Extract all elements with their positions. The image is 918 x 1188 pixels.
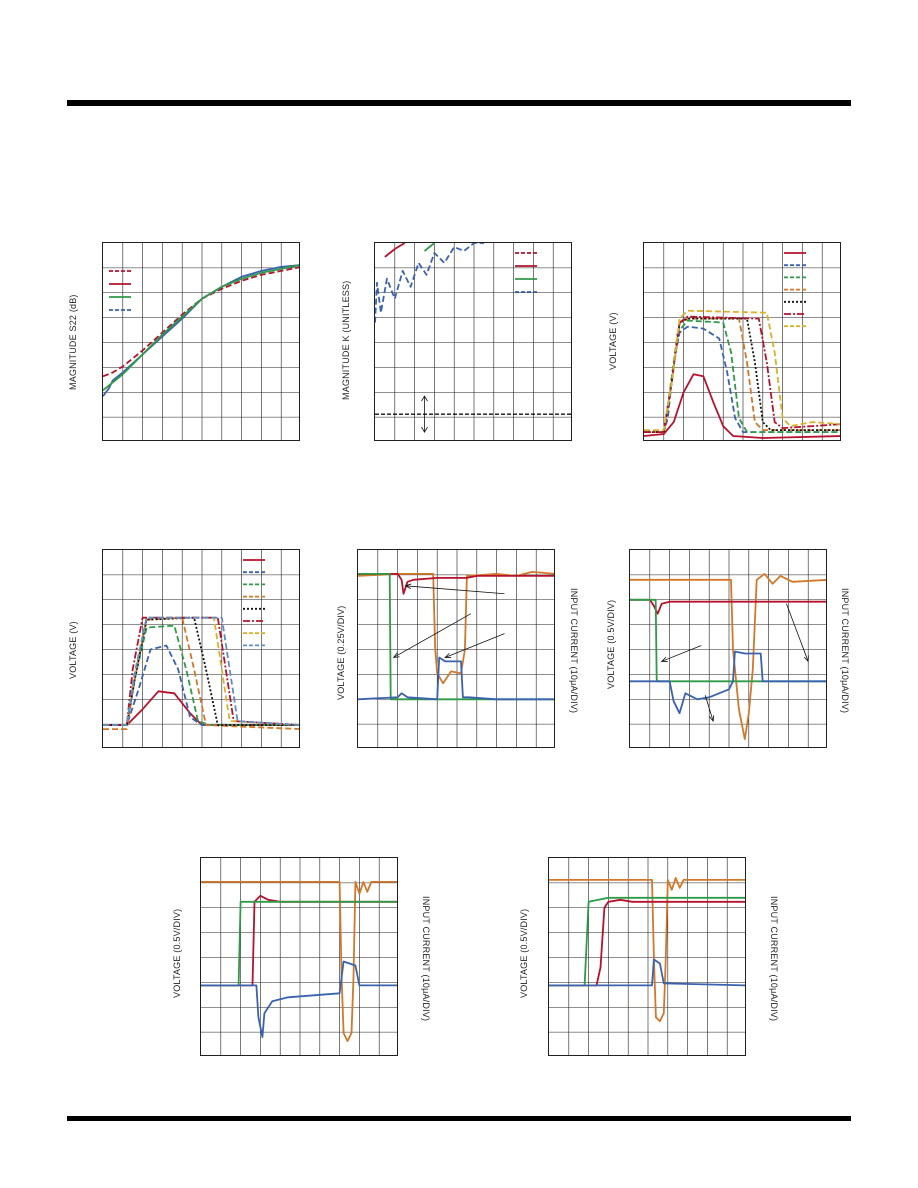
series-line-steel bbox=[103, 616, 299, 727]
chart-scope-b-plot bbox=[629, 549, 827, 748]
series-line-blue bbox=[358, 656, 554, 701]
chart-pulse-a-plot bbox=[643, 242, 841, 441]
annotation-arrowhead bbox=[803, 655, 809, 663]
series-line-blue bbox=[103, 644, 299, 727]
annotation-arrow bbox=[444, 633, 505, 658]
chart-scope-a-plot bbox=[357, 549, 555, 748]
chart-scope-b-y2label: INPUT CURRENT (10μA/DIV) bbox=[840, 588, 850, 714]
annotation-arrow bbox=[405, 585, 505, 595]
annotation-arrowhead bbox=[709, 715, 715, 723]
chart-scope-d-svg bbox=[549, 858, 745, 1055]
annotation-arrowhead bbox=[444, 652, 452, 658]
series-line-red bbox=[630, 598, 826, 615]
series-line-orange bbox=[549, 876, 745, 1023]
reference-arrowhead-down bbox=[421, 426, 428, 433]
series-line-green bbox=[358, 572, 554, 701]
series-line-red bbox=[384, 243, 406, 258]
chart-scope-d-y2label: INPUT CURRENT (10μA/DIV) bbox=[769, 896, 779, 1022]
series-line-green bbox=[423, 243, 435, 252]
series-line-blue bbox=[103, 264, 299, 397]
annotation-arrowhead bbox=[392, 652, 400, 658]
annotation-arrowhead bbox=[404, 583, 412, 589]
chart-scope-a-ylabel: VOLTAGE (0.25V/DIV) bbox=[336, 605, 346, 701]
chart-scope-b-svg bbox=[630, 550, 826, 747]
chart-pulse-a-ylabel: VOLTAGE (V) bbox=[608, 312, 618, 370]
series-line-green bbox=[549, 896, 745, 987]
chart-pulse-b-svg bbox=[103, 550, 299, 747]
chart-pulse-b-plot bbox=[102, 549, 300, 748]
series-line-orange bbox=[630, 572, 826, 741]
top-rule bbox=[67, 100, 851, 106]
series-line-blue bbox=[201, 960, 397, 1039]
annotation-arrow bbox=[393, 613, 472, 658]
chart-scope-a-svg bbox=[358, 550, 554, 747]
series-line-red bbox=[644, 373, 840, 439]
chart-kfactor-ylabel: MAGNITUDE K (UNITLESS) bbox=[341, 280, 351, 400]
annotation-arrow bbox=[661, 645, 702, 662]
series-line-green bbox=[630, 598, 826, 683]
chart-s22-svg bbox=[103, 243, 299, 440]
series-line-red bbox=[103, 266, 299, 378]
chart-scope-c-svg bbox=[201, 858, 397, 1055]
series-line-orange bbox=[201, 880, 397, 1043]
reference-arrowhead-up bbox=[421, 395, 428, 402]
series-line-red bbox=[644, 315, 840, 434]
chart-scope-c-ylabel: VOLTAGE (0.5V/DIV) bbox=[172, 908, 182, 998]
annotation-arrow bbox=[786, 603, 809, 662]
chart-scope-c-plot bbox=[200, 857, 398, 1056]
bottom-rule bbox=[67, 1116, 851, 1121]
series-line-blue bbox=[549, 958, 745, 987]
series-line-green bbox=[201, 900, 397, 987]
chart-scope-b-ylabel: VOLTAGE (0.5V/DIV) bbox=[606, 599, 616, 689]
chart-kfactor-svg bbox=[375, 243, 571, 440]
chart-scope-c-y2label: INPUT CURRENT (10μA/DIV) bbox=[421, 896, 431, 1022]
series-line-blue bbox=[375, 243, 484, 323]
chart-pulse-a-svg bbox=[644, 243, 840, 440]
series-line-red bbox=[201, 894, 397, 987]
chart-kfactor-plot bbox=[374, 242, 572, 441]
series-line-orange bbox=[358, 570, 554, 685]
series-line-blue bbox=[630, 650, 826, 715]
chart-pulse-b-ylabel: VOLTAGE (V) bbox=[68, 621, 78, 679]
annotation-arrowhead bbox=[660, 656, 668, 662]
series-line-red bbox=[549, 898, 745, 987]
chart-scope-d-ylabel: VOLTAGE (0.5V/DIV) bbox=[519, 908, 529, 998]
annotation-arrow bbox=[704, 695, 714, 722]
chart-s22-plot bbox=[102, 242, 300, 441]
chart-scope-a-y2label: INPUT CURRENT (10μA/DIV) bbox=[569, 588, 579, 714]
chart-scope-d-plot bbox=[548, 857, 746, 1056]
series-line-red bbox=[103, 690, 299, 727]
series-line-green bbox=[103, 264, 299, 392]
series-line-orange bbox=[644, 317, 840, 434]
series-line-blue bbox=[644, 325, 840, 434]
series-line-red bbox=[358, 572, 554, 595]
chart-s22-ylabel: MAGNITUDE S22 (dB) bbox=[68, 294, 78, 390]
